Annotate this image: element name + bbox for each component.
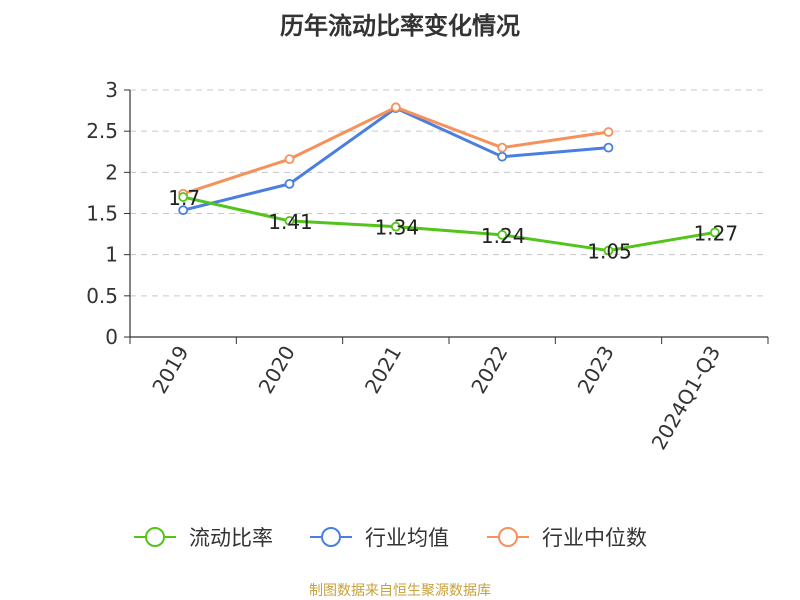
data-point [709, 227, 720, 238]
series-line-0 [182, 195, 716, 253]
data-point [284, 178, 295, 189]
x-tick-label: 2020 [254, 342, 300, 398]
y-tick-label: 1 [105, 243, 118, 267]
y-tick-label: 2.5 [86, 119, 118, 143]
data-point [178, 205, 189, 216]
legend-marker [145, 527, 165, 547]
y-tick-label: 0 [105, 325, 118, 349]
data-point [178, 192, 189, 202]
x-tick-label: 2024Q1-Q3 [646, 342, 725, 454]
data-point [390, 221, 401, 232]
y-tick-label: 1.5 [86, 202, 118, 226]
series-line-2 [182, 105, 609, 196]
data-point [497, 142, 508, 153]
data-label: 1.34 [375, 216, 420, 240]
legend-label: 行业均值 [365, 526, 449, 550]
legend-label: 流动比率 [189, 526, 273, 550]
data-point [390, 102, 401, 113]
legend-marker [498, 527, 518, 547]
chart-title: 历年流动比率变化情况 [280, 12, 520, 40]
source-note: 制图数据来自恒生聚源数据库 [309, 583, 491, 599]
legend-label: 行业中位数 [542, 526, 647, 550]
y-tick-label: 3 [105, 78, 118, 102]
data-point [603, 245, 614, 256]
data-point [603, 127, 614, 137]
x-tick-label: 2022 [466, 341, 512, 397]
data-label: 1.27 [694, 221, 739, 245]
x-tick-label: 2021 [360, 342, 406, 398]
data-label: 1.41 [268, 210, 313, 234]
data-point [284, 154, 295, 165]
y-tick-label: 2 [105, 160, 118, 184]
series-line-1 [182, 106, 609, 212]
data-point [497, 230, 508, 240]
data-point [603, 142, 614, 153]
data-point [497, 151, 508, 162]
data-point [284, 216, 295, 226]
x-tick-label: 2023 [573, 342, 619, 398]
data-label: 1.7 [168, 186, 200, 210]
data-label: 1.05 [587, 240, 632, 264]
y-tick-label: 0.5 [86, 284, 118, 308]
x-tick-label: 2019 [147, 342, 193, 398]
data-label: 1.24 [481, 224, 526, 248]
legend-marker [321, 527, 341, 547]
